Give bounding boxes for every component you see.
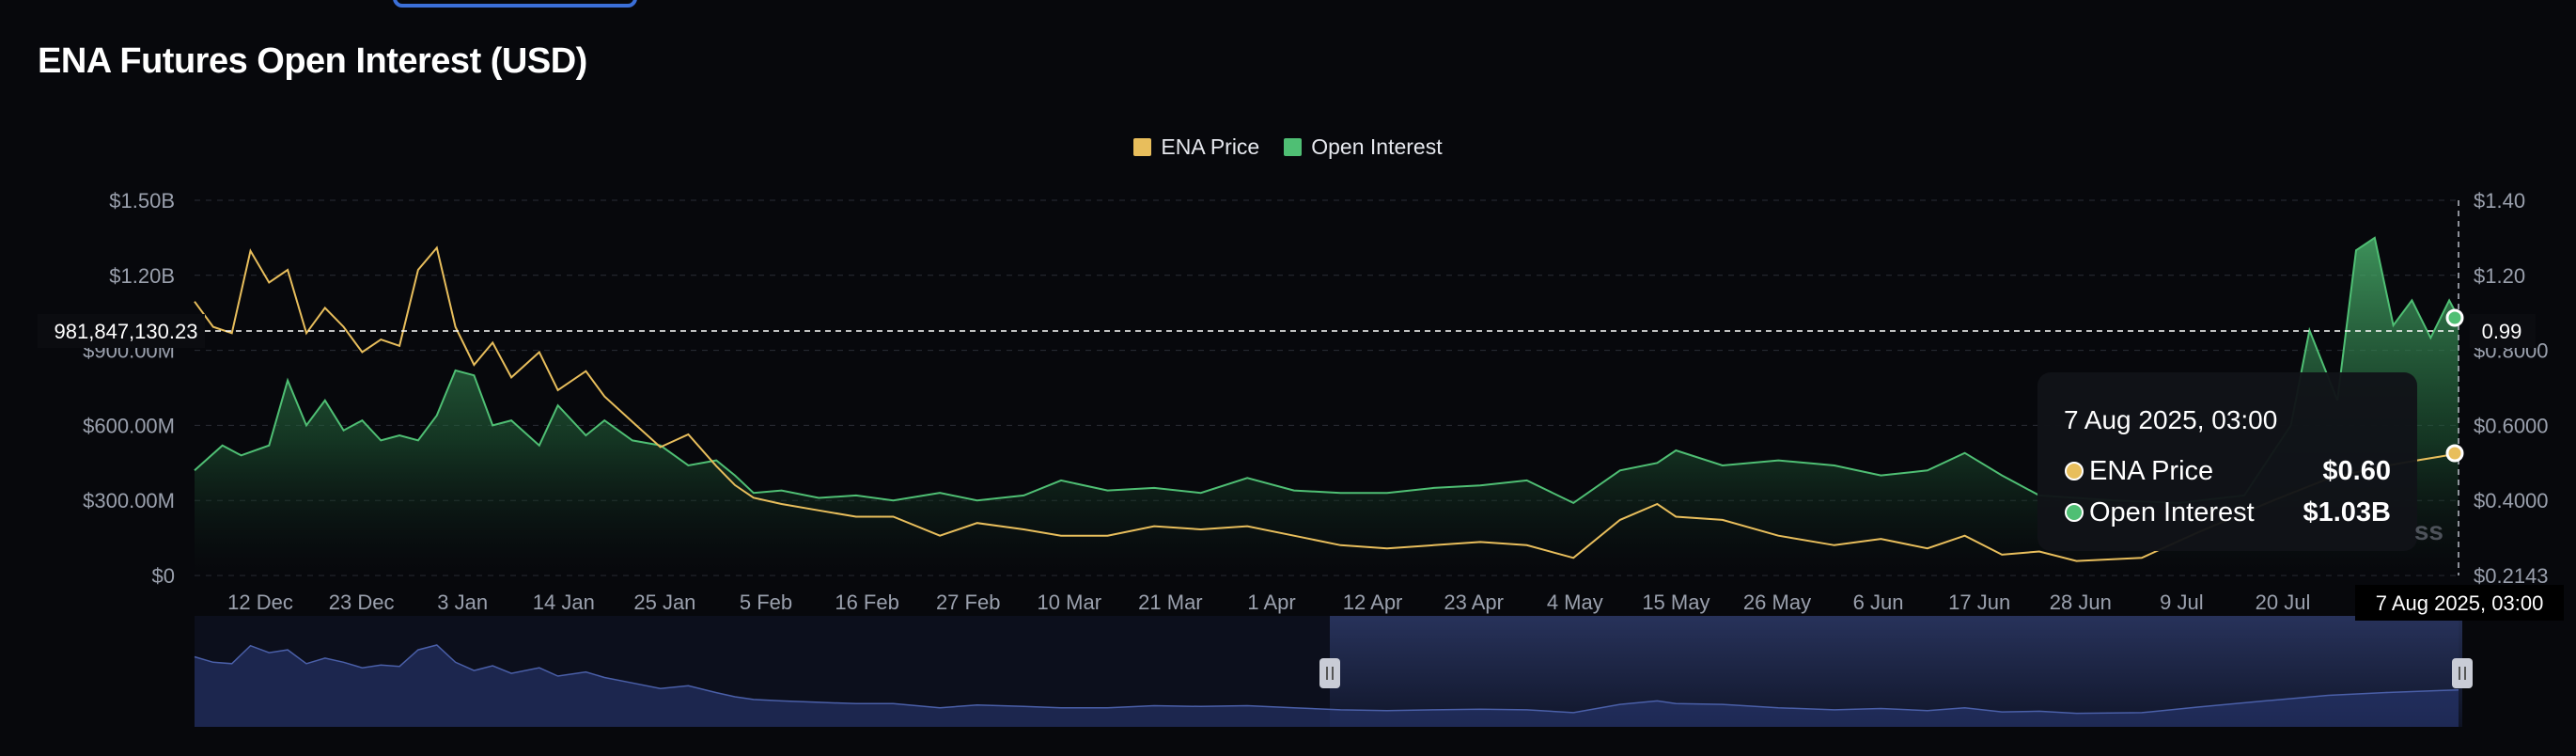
navigator[interactable] bbox=[194, 616, 2473, 727]
x-tick-label: 10 Mar bbox=[1038, 591, 1101, 614]
tooltip-row-value: $1.03B bbox=[2303, 497, 2391, 528]
y-left-tick-label: $1.20B bbox=[109, 264, 175, 288]
handle-grip bbox=[2452, 658, 2473, 688]
tooltip-box bbox=[2037, 372, 2417, 551]
x-tick-label: 12 Apr bbox=[1343, 591, 1403, 614]
legend-item-open-interest[interactable]: Open Interest bbox=[1284, 134, 1443, 160]
watermark-text: ss bbox=[2414, 516, 2443, 545]
x-tick-label: 6 Jun bbox=[1853, 591, 1904, 614]
y-right-tick-label: $0.2143 bbox=[2474, 564, 2549, 588]
ena-price-line bbox=[194, 245, 2459, 562]
x-tick-label: 25 Jan bbox=[633, 591, 695, 614]
legend-swatch-open-interest bbox=[1284, 138, 1303, 156]
x-tick-label: 21 Mar bbox=[1138, 591, 1202, 614]
crosshair-x-label: 7 Aug 2025, 03:00 bbox=[2376, 591, 2544, 615]
y-left-tick-label: $300.00M bbox=[83, 489, 175, 512]
x-tick-label: 26 May bbox=[1743, 591, 1811, 614]
tooltip-row-label: Open Interest bbox=[2089, 497, 2255, 528]
y-left-tick-label: $1.50B bbox=[109, 189, 175, 213]
tooltip-row-dot bbox=[2065, 503, 2084, 522]
handle-grip bbox=[1319, 658, 1340, 688]
tooltip-row-value: $0.60 bbox=[2322, 456, 2391, 486]
navigator-area bbox=[195, 645, 2459, 727]
y-left-tick-label: $600.00M bbox=[83, 414, 175, 437]
x-tick-label: 16 Feb bbox=[835, 591, 899, 614]
legend-label-open-interest: Open Interest bbox=[1311, 134, 1443, 159]
navigator-handle-right[interactable] bbox=[2452, 658, 2473, 688]
crosshair-right-label-bg bbox=[2470, 314, 2536, 348]
open-interest-area-fill bbox=[195, 237, 2459, 575]
x-tick-label: 14 Jan bbox=[533, 591, 595, 614]
open-interest-area bbox=[195, 237, 2459, 575]
crosshair-right-label: 0.99 bbox=[2482, 320, 2522, 343]
price-marker bbox=[2445, 444, 2464, 463]
x-tick-label: 23 Dec bbox=[329, 591, 395, 614]
x-tick-label: 1 Apr bbox=[1247, 591, 1295, 614]
x-tick-label: 17 Jun bbox=[1948, 591, 2010, 614]
legend: ENA Price Open Interest bbox=[0, 134, 2576, 160]
crosshair-overlay: 981,847,130.23 0.99 7 Aug 2025, 03:00 7 Aug… bbox=[38, 200, 2564, 621]
x-tick-label: 12 Dec bbox=[227, 591, 293, 614]
y-right-tick-label: $0.6000 bbox=[2474, 414, 2549, 437]
chart-title: ENA Futures Open Interest (USD) bbox=[38, 41, 587, 81]
y-right-tick-label: $0.4000 bbox=[2474, 489, 2549, 512]
x-tick-label: 5 Feb bbox=[740, 591, 792, 614]
y-right-tick-label: $1.20 bbox=[2474, 264, 2525, 288]
crosshair-left-label: 981,847,130.23 bbox=[55, 320, 198, 343]
x-tick-label: 4 May bbox=[1547, 591, 1603, 614]
x-tick-label: 15 May bbox=[1642, 591, 1710, 614]
legend-swatch-price bbox=[1133, 138, 1152, 156]
x-tick-label: 9 Jul bbox=[2160, 591, 2203, 614]
y-left-tick-label: $0 bbox=[152, 564, 175, 588]
legend-item-price[interactable]: ENA Price bbox=[1133, 134, 1259, 160]
open-interest-marker bbox=[2445, 308, 2464, 327]
crosshair-x-label-bg bbox=[2355, 585, 2564, 621]
y-right-tick-label: $1.40 bbox=[2474, 189, 2525, 213]
legend-label-price: ENA Price bbox=[1161, 134, 1260, 159]
top-tab-outline[interactable] bbox=[393, 0, 637, 8]
navigator-line bbox=[194, 644, 2459, 715]
x-tick-label: 3 Jan bbox=[437, 591, 488, 614]
tooltip-row-label: ENA Price bbox=[2089, 456, 2213, 486]
crosshair-left-label-bg bbox=[38, 314, 205, 348]
x-tick-label: 20 Jul bbox=[2256, 591, 2311, 614]
navigator-handle-left[interactable] bbox=[1319, 658, 1340, 688]
tooltip-title: 7 Aug 2025, 03:00 bbox=[2064, 405, 2277, 434]
x-tick-label: 27 Feb bbox=[936, 591, 1001, 614]
tooltip-row-dot bbox=[2065, 462, 2084, 480]
x-tick-label: 28 Jun bbox=[2050, 591, 2112, 614]
x-tick-label: 23 Apr bbox=[1444, 591, 1504, 614]
